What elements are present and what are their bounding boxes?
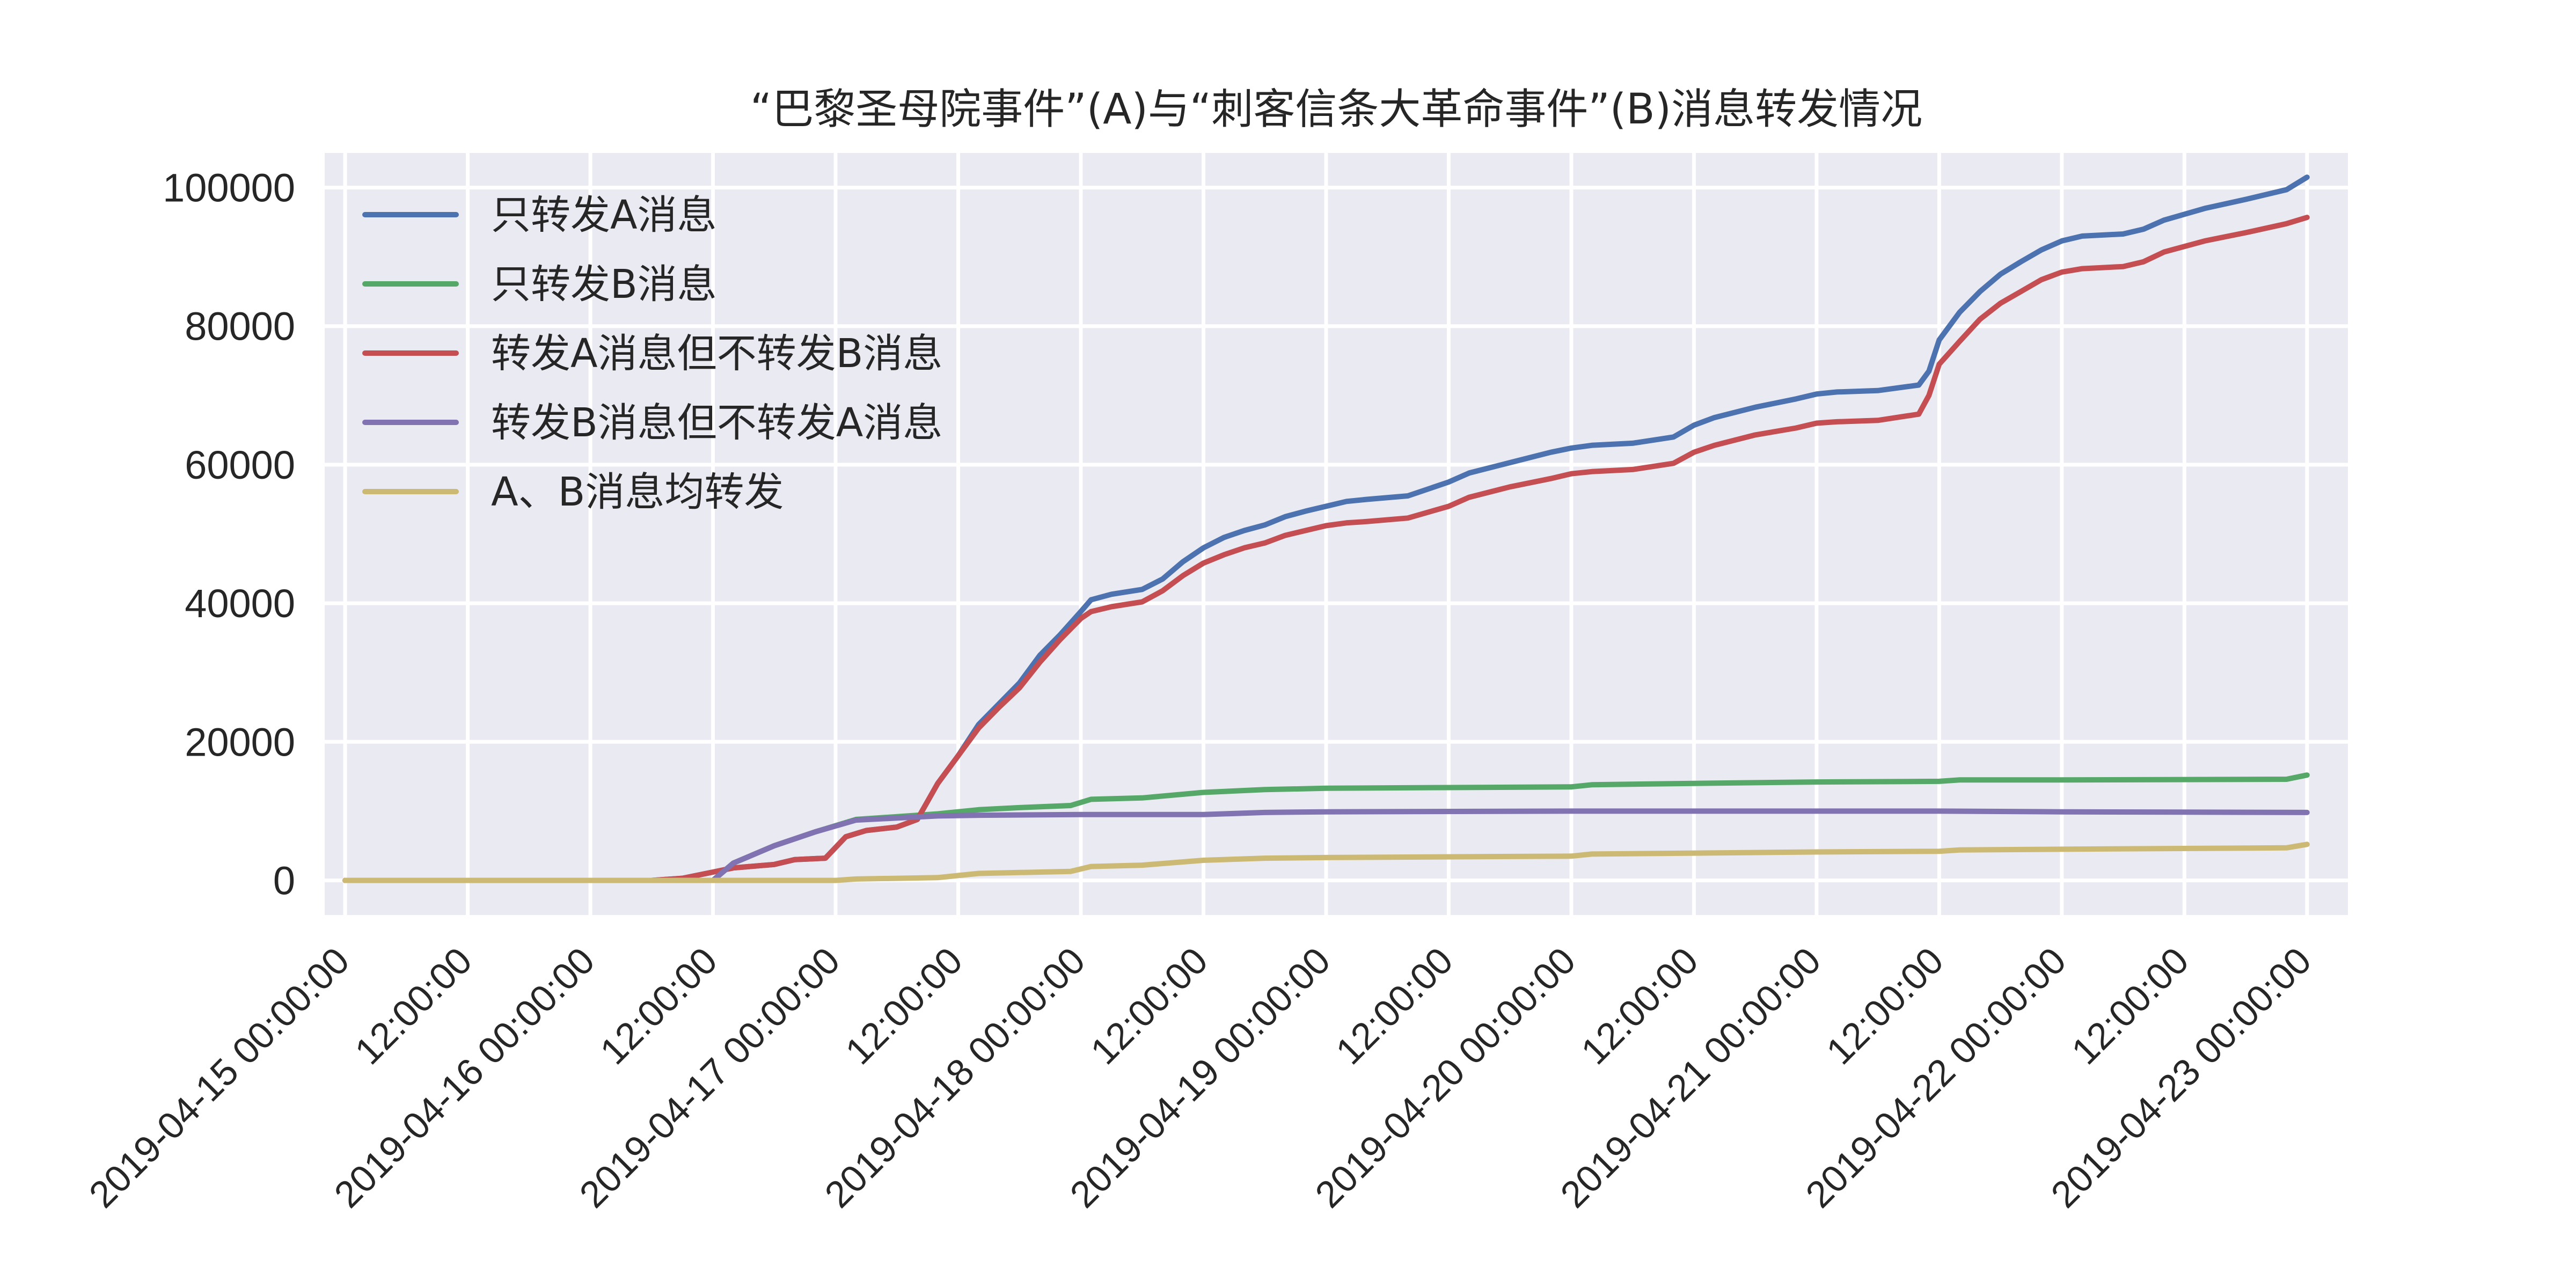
legend-label: A、B消息均转发 xyxy=(491,469,784,515)
y-tick-label: 100000 xyxy=(163,166,295,210)
y-tick-label: 60000 xyxy=(185,443,295,487)
y-tick-label: 20000 xyxy=(185,720,295,764)
series-line-4 xyxy=(342,808,2310,883)
y-tick-label: 40000 xyxy=(185,581,295,626)
series-lines xyxy=(342,174,2310,883)
y-tick-label: 80000 xyxy=(185,304,295,349)
legend-label: 只转发A消息 xyxy=(491,192,717,238)
legend-label: 只转发B消息 xyxy=(491,261,717,308)
grid xyxy=(325,153,2348,915)
legend-label: 转发B消息但不转发A消息 xyxy=(491,400,942,446)
x-tick-label: 2019-04-15 00:00:00 xyxy=(81,939,357,1216)
chart-title: “巴黎圣母院事件”(A)与“刺客信条大革命事件”(B)消息转发情况 xyxy=(750,85,1922,134)
series-line-5 xyxy=(342,841,2310,883)
y-axis: 0 20000 40000 60000 80000 100000 xyxy=(163,166,295,903)
legend-label: 转发A消息但不转发B消息 xyxy=(491,331,942,377)
y-tick-label: 0 xyxy=(273,858,295,903)
